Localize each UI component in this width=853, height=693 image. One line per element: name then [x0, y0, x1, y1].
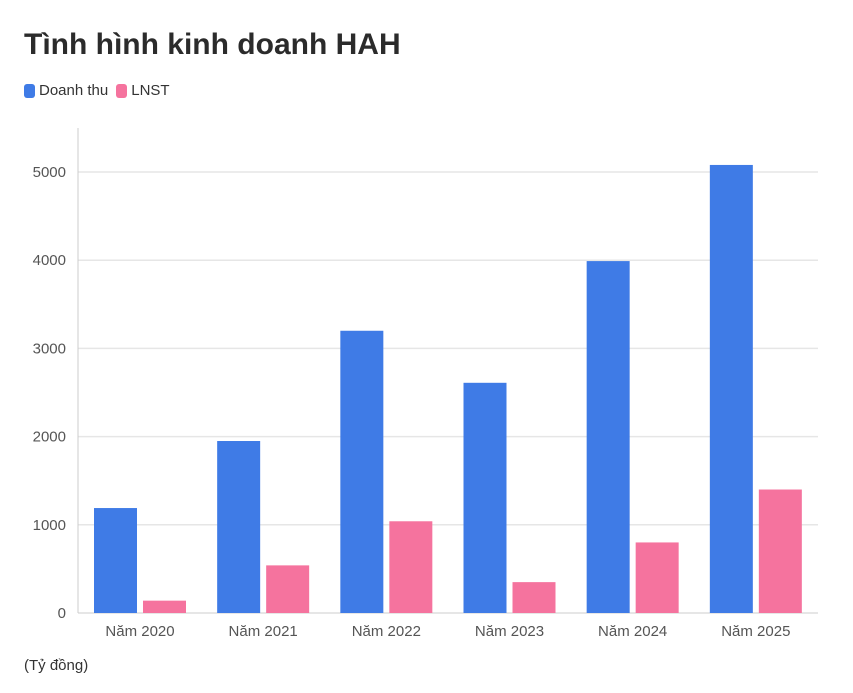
legend-label-revenue: Doanh thu [39, 82, 109, 99]
legend-swatch-profit [116, 83, 128, 98]
x-tick-label: Năm 2024 [598, 623, 667, 640]
x-tick-label: Năm 2025 [721, 623, 790, 640]
bar-profit[interactable] [266, 565, 310, 613]
legend-item-profit[interactable]: LNST [116, 82, 170, 99]
bar-profit[interactable] [389, 521, 433, 613]
y-tick-label: 0 [58, 605, 66, 622]
y-tick-label: 5000 [33, 164, 66, 181]
bar-profit[interactable] [143, 600, 186, 613]
x-tick-label: Năm 2023 [475, 623, 544, 640]
bar-revenue[interactable] [340, 330, 384, 613]
bar-revenue[interactable] [217, 441, 261, 613]
bar-profit[interactable] [758, 489, 802, 613]
bar-revenue[interactable] [709, 164, 753, 613]
chart-title: Tình hình kinh doanh HAH [24, 28, 401, 61]
legend-swatch-revenue [24, 83, 35, 98]
bar-revenue[interactable] [94, 508, 137, 613]
y-tick-label: 3000 [33, 340, 66, 357]
x-tick-label: Năm 2020 [105, 623, 174, 640]
bar-profit[interactable] [635, 542, 679, 613]
legend: Doanh thu LNST [24, 82, 170, 99]
unit-footnote: (Tỷ đồng) [24, 657, 89, 674]
bar-revenue[interactable] [586, 261, 630, 613]
y-tick-label: 1000 [33, 517, 66, 534]
x-tick-label: Năm 2021 [229, 623, 298, 640]
legend-item-revenue[interactable]: Doanh thu [24, 82, 108, 99]
y-tick-label: 2000 [33, 429, 66, 446]
x-tick-label: Năm 2022 [352, 623, 421, 640]
y-tick-label: 4000 [33, 252, 66, 269]
legend-label-profit: LNST [131, 82, 170, 99]
bar-revenue[interactable] [463, 382, 507, 613]
bar-profit[interactable] [512, 582, 556, 613]
